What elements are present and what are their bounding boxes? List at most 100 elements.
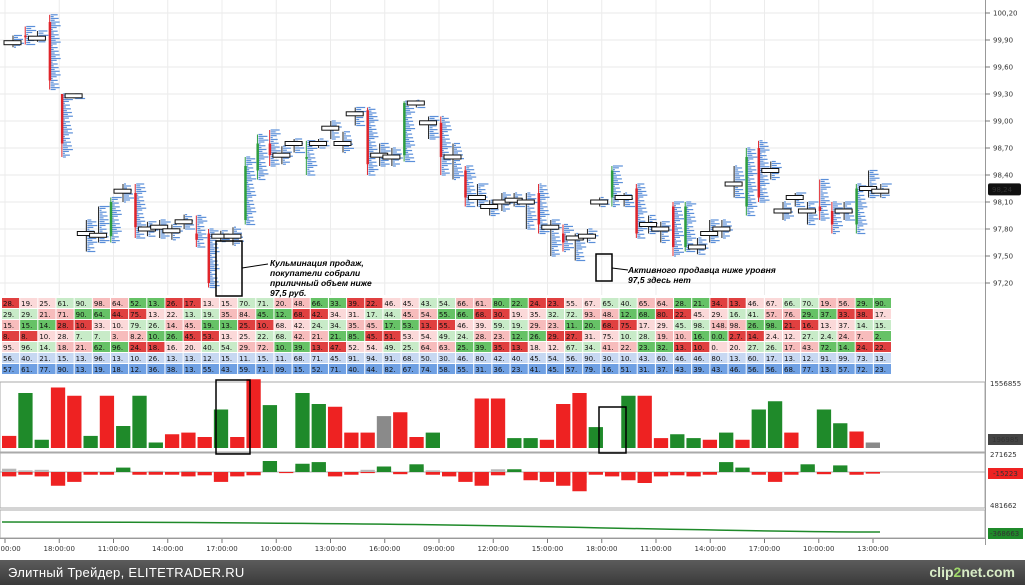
table-cell-value: 72. [820, 344, 831, 352]
table-cell-value: 55. [566, 300, 577, 308]
footprint-level [62, 152, 65, 154]
poc-box [113, 188, 132, 194]
footprint-level [771, 162, 781, 165]
footprint-level [441, 127, 447, 129]
table-cell-value: 70. [239, 300, 250, 308]
footprint-level [441, 115, 444, 118]
table-cell-value: 64. [657, 300, 668, 308]
table-cell-value: 45. [675, 322, 686, 330]
callout-line [241, 263, 269, 269]
delta-bar [2, 472, 17, 477]
footprint-level [50, 87, 60, 89]
poc-box [223, 233, 242, 239]
table-cell-value: 19. [657, 333, 668, 341]
footprint-level [209, 247, 219, 249]
footprint-level [539, 187, 543, 189]
footprint-level [75, 97, 86, 100]
table-cell-value: 32. [548, 311, 559, 319]
table-cell [292, 331, 310, 341]
footprint-level [246, 207, 256, 209]
table-cell-value: 19. [203, 311, 214, 319]
footprint-level [331, 136, 340, 138]
footprint-level [466, 165, 474, 167]
footprint-level [502, 206, 505, 208]
table-cell-value: 79. [584, 366, 595, 374]
footprint-level [441, 151, 449, 153]
table-cell [655, 320, 674, 330]
footprint-level [661, 239, 670, 242]
footprint-level [869, 181, 872, 183]
table-cell [238, 309, 256, 319]
table-cell [56, 298, 74, 308]
footprint-level [796, 192, 807, 194]
footprint-level [307, 170, 315, 172]
table-cell-value: 43. [675, 366, 686, 374]
table-cell-value: 12. [275, 311, 286, 319]
table-cell-value: 25. [239, 322, 250, 330]
footprint-level [258, 154, 264, 156]
table-cell-value: 18. [57, 344, 68, 352]
footprint-level [674, 234, 684, 237]
footprint-level [857, 210, 860, 212]
footprint-level [356, 106, 366, 109]
footprint-level [380, 148, 386, 150]
table-cell-value: 90. [76, 300, 87, 308]
footprint-level [686, 209, 694, 211]
candle-body [439, 122, 443, 157]
footprint-level [759, 155, 767, 157]
footprint-level [368, 112, 377, 114]
price-tick-label: 98,70 [993, 145, 1013, 153]
time-tick-label: 17:00:00 [206, 545, 237, 553]
footprint-level [405, 113, 412, 115]
table-cell-value: 19. [94, 366, 105, 374]
footprint-level [124, 195, 129, 197]
footprint-level [539, 204, 543, 206]
footprint-level [380, 150, 391, 152]
table-cell-value: 77. [802, 366, 813, 374]
footprint-level [270, 157, 274, 160]
price-tick-label: 99,90 [993, 37, 1013, 45]
footprint-level [368, 163, 373, 165]
table-cell-value: 12. [130, 366, 141, 374]
footprint-level [441, 136, 445, 138]
footprint-level [392, 147, 396, 149]
footprint-level [881, 196, 886, 199]
footprint-level [564, 233, 566, 235]
table-cell-value: 60. [657, 355, 668, 363]
table-cell [56, 342, 74, 352]
footprint-level [62, 154, 70, 156]
table-cell [219, 298, 238, 308]
delta-bar [588, 472, 603, 475]
footprint-level [576, 244, 582, 246]
table-cell [565, 320, 583, 330]
table-cell [728, 342, 746, 352]
footprint-level [38, 41, 46, 43]
footprint-level [14, 36, 18, 39]
footprint-level [368, 174, 376, 176]
table-cell [165, 353, 183, 363]
price-tick-label: 99,60 [993, 64, 1013, 72]
footprint-level [405, 137, 414, 139]
footprint-level [111, 240, 120, 242]
table-cell [819, 298, 837, 308]
table-cell-value: 21. [330, 333, 341, 341]
table-cell-value: 20. [584, 322, 595, 330]
footprint-level [380, 165, 386, 167]
table-cell [2, 353, 20, 363]
table-cell [619, 309, 637, 319]
footprint-level [759, 153, 762, 155]
table-cell [292, 364, 310, 374]
table-cell [565, 298, 583, 308]
footprint-level [784, 219, 786, 221]
table-cell-value: 98. [693, 322, 704, 330]
footprint-level [527, 226, 531, 228]
candle-body [672, 206, 675, 247]
table-cell-value: 12. [802, 355, 813, 363]
table-cell [92, 342, 110, 352]
footprint-level [759, 166, 770, 168]
volume-bar [311, 404, 326, 448]
table-cell-value: 20. [185, 344, 196, 352]
footprint-level [356, 118, 360, 121]
table-cell [855, 364, 873, 374]
footprint-level [441, 129, 452, 131]
